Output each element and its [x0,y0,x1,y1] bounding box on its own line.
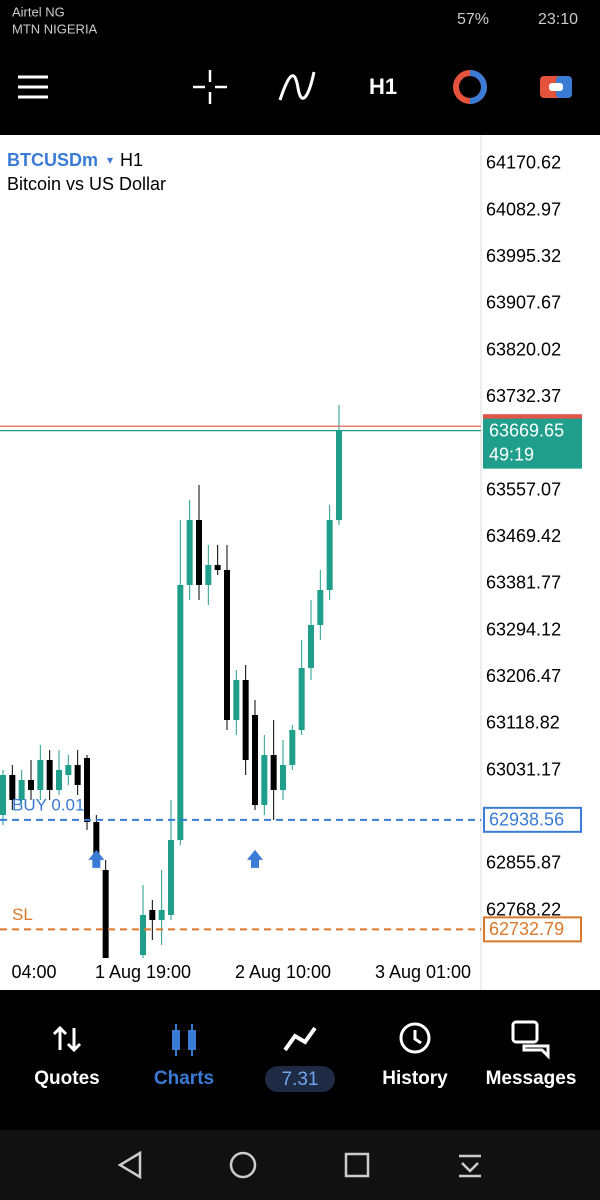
candle-body [270,755,277,790]
y-tick-label: 63907.67 [486,293,561,313]
candle-body [261,755,268,806]
sl-label: SL [12,905,33,924]
candle-body [205,564,212,585]
history-icon[interactable] [399,1022,431,1054]
y-tick-label: 63381.77 [486,573,561,593]
candle-body [177,584,184,840]
trade-icon[interactable] [453,70,487,104]
y-tick-label: 63732.37 [486,386,561,406]
y-tick-label: 63469.42 [486,526,561,546]
bottom-nav [0,990,600,1130]
sl-price: 62732.79 [489,919,564,939]
candle-body [289,729,296,765]
x-tick-label: 2 Aug 10:00 [235,962,331,982]
nav-messages[interactable]: Messages [486,1068,577,1089]
y-tick-label: 63557.07 [486,479,561,499]
charts-icon[interactable] [172,1024,196,1056]
y-tick-label: 62855.87 [486,853,561,873]
y-tick-label: 63995.32 [486,246,561,266]
ask-box [483,414,582,423]
candle-body [279,764,286,790]
candle-body [317,589,324,625]
candle-body [83,757,90,822]
candle-body [139,914,146,956]
candle-body [186,519,193,585]
candle-body [9,774,16,801]
candle-body [18,779,25,801]
quotes-icon[interactable] [52,1025,82,1053]
nav-trade[interactable]: 7.31 [282,1069,319,1090]
y-tick-label: 62768.22 [486,899,561,919]
back-button[interactable] [117,1150,142,1180]
candle-body [74,764,81,785]
symbol-description: Bitcoin vs US Dollar [7,174,166,194]
trade-pill[interactable] [265,1066,335,1092]
candle-body [102,870,109,958]
candle-body [37,759,44,790]
indicator-icon[interactable] [278,71,316,101]
candle-body [223,569,230,720]
sl-box [483,916,582,943]
x-tick-label: 04:00 [11,962,56,982]
candle-body [65,764,72,775]
recents-button[interactable] [344,1152,370,1178]
notification-button[interactable] [459,1154,481,1178]
candle-body [307,624,314,668]
battery: 57% [457,11,489,28]
candle-body [167,839,174,915]
candle-body [0,774,6,816]
chart-area [0,135,600,990]
candle-body [242,680,249,760]
candle-body [46,759,53,790]
candle-body [298,667,305,730]
home-button[interactable] [229,1151,257,1179]
candle-body [149,909,156,920]
trade-icon[interactable] [283,1026,317,1052]
buy-arrow [246,849,263,868]
chart-timeframe: H1 [120,150,143,170]
y-tick-label: 63118.82 [486,713,560,733]
timeframe-button[interactable]: H1 [369,74,397,99]
bid-box [483,418,582,469]
bid-price: 63669.65 [489,420,564,440]
y-tick-label: 64082.97 [486,199,561,219]
symbol[interactable]: BTCUSDm [7,150,98,170]
crosshair-icon[interactable] [193,70,227,104]
carrier: MTN NIGERIA [12,21,98,36]
system-nav [0,1130,600,1200]
candle-body [335,430,342,520]
candle-body [195,519,202,585]
messages-icon[interactable] [511,1020,550,1060]
y-tick-label: 63820.02 [486,339,561,359]
account-icon[interactable] [540,76,572,98]
candle-body [251,714,258,806]
candle-body [27,779,34,790]
nav-quotes[interactable]: Quotes [34,1068,99,1089]
candle-body [55,769,62,790]
nav-charts[interactable]: Charts [154,1068,214,1089]
candle-body [214,564,221,570]
x-tick-label: 1 Aug 19:00 [95,962,191,982]
candle-body [326,519,333,590]
menu-icon[interactable] [18,75,48,99]
candle-body [93,821,100,860]
candle-body [158,909,165,920]
bid-timer: 49:19 [489,444,534,464]
y-tick-label: 63294.12 [486,619,561,639]
symbol-dropdown[interactable]: ▾ [107,153,113,167]
carrier: Airtel NG [12,4,65,19]
top-bar [0,0,600,135]
buy-label: BUY 0.01 [12,795,84,814]
y-tick-label: 63206.47 [486,666,561,686]
candle-body [233,680,240,720]
buy-arrow [88,849,105,868]
x-tick-label: 3 Aug 01:00 [375,962,471,982]
y-tick-label: 63031.17 [486,759,561,779]
clock: 23:10 [538,11,578,28]
y-tick-label: 64170.62 [486,153,561,173]
buy-price: 62938.56 [489,810,564,830]
nav-history[interactable]: History [382,1068,448,1089]
buy-box [483,806,582,833]
